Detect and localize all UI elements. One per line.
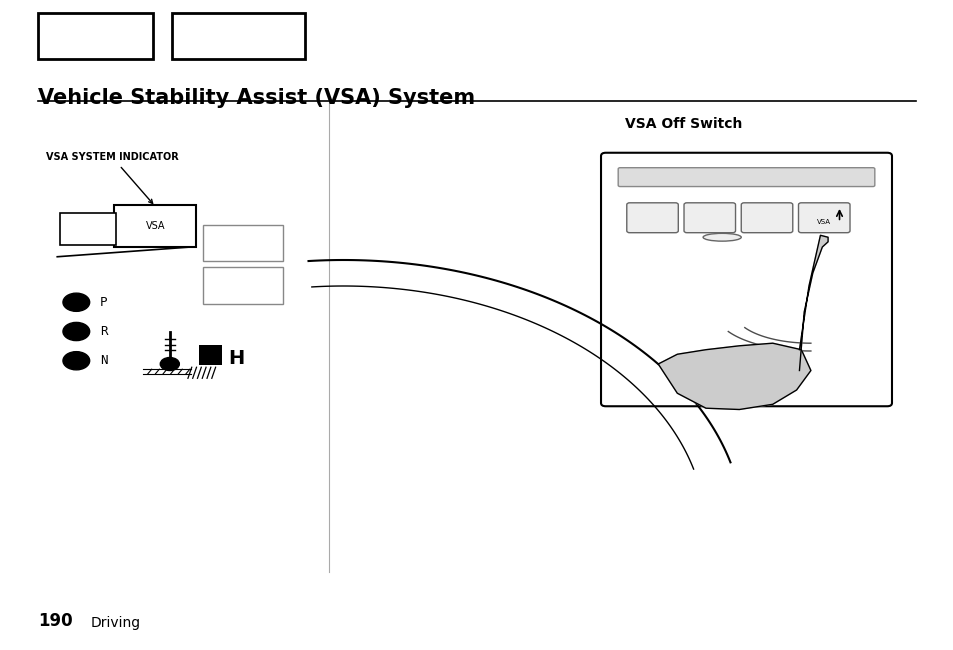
Text: Driving: Driving <box>91 616 141 630</box>
Polygon shape <box>799 235 827 370</box>
Circle shape <box>63 352 90 370</box>
Ellipse shape <box>702 233 740 241</box>
Circle shape <box>63 293 90 311</box>
FancyBboxPatch shape <box>38 13 152 58</box>
FancyBboxPatch shape <box>203 267 283 304</box>
Text: VSA Off Switch: VSA Off Switch <box>624 117 741 131</box>
Circle shape <box>63 322 90 341</box>
Text: H: H <box>228 349 245 369</box>
Text: VSA: VSA <box>817 219 830 226</box>
FancyBboxPatch shape <box>798 203 849 233</box>
Text: Vehicle Stability Assist (VSA) System: Vehicle Stability Assist (VSA) System <box>38 88 475 108</box>
FancyBboxPatch shape <box>114 205 195 247</box>
FancyBboxPatch shape <box>60 213 116 245</box>
FancyBboxPatch shape <box>683 203 735 233</box>
FancyBboxPatch shape <box>618 168 874 187</box>
Text: 190: 190 <box>38 612 72 630</box>
Text: R: R <box>100 325 108 338</box>
Text: N: N <box>100 354 108 367</box>
Text: P: P <box>100 296 108 309</box>
FancyBboxPatch shape <box>172 13 305 58</box>
Circle shape <box>160 358 179 370</box>
FancyBboxPatch shape <box>740 203 792 233</box>
FancyBboxPatch shape <box>203 225 283 261</box>
Text: VSA SYSTEM INDICATOR: VSA SYSTEM INDICATOR <box>46 153 179 203</box>
FancyBboxPatch shape <box>600 153 891 406</box>
FancyBboxPatch shape <box>626 203 678 233</box>
FancyBboxPatch shape <box>199 345 222 365</box>
Polygon shape <box>658 343 810 410</box>
Text: VSA: VSA <box>146 221 165 231</box>
